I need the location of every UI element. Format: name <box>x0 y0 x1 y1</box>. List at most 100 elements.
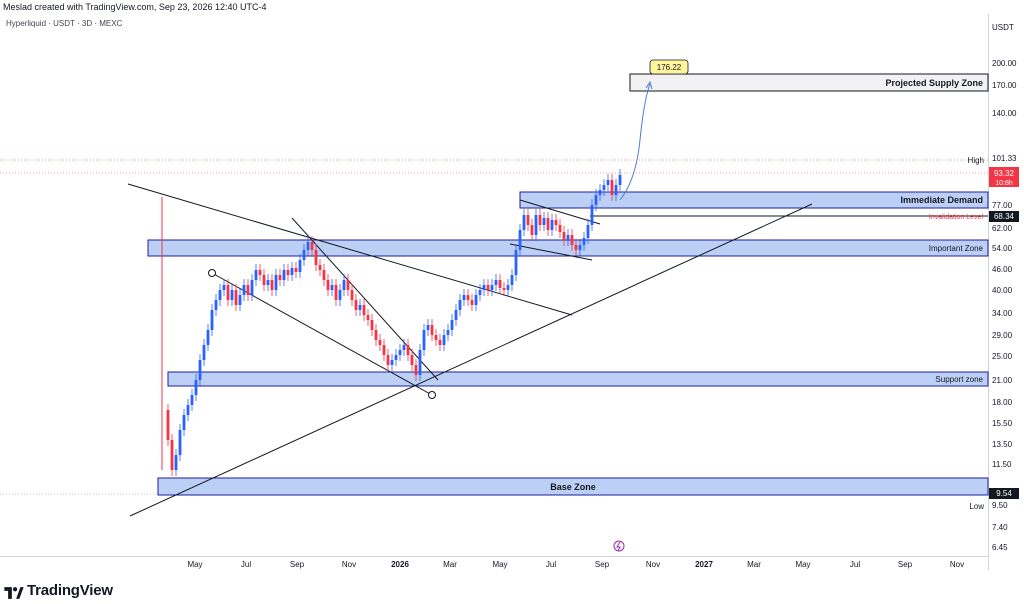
time-tick-label: Jul <box>241 560 251 569</box>
candle-body <box>190 395 194 405</box>
symbol-info[interactable]: Hyperliquid · USDT · 3D · MEXC <box>6 19 123 28</box>
price-tick-label: 15.50 <box>992 419 1013 428</box>
candle-body <box>562 232 566 240</box>
price-tick-label: 62.00 <box>992 224 1013 233</box>
time-tick-label: Sep <box>898 560 913 569</box>
major-ascending-trendline[interactable] <box>129 203 813 517</box>
candle-body <box>178 430 182 455</box>
price-tick-label: 34.00 <box>992 309 1013 318</box>
flag-upper-line[interactable] <box>519 199 601 225</box>
candle-body <box>514 250 518 275</box>
price-tick-label: 77.00 <box>992 201 1013 210</box>
time-tick-label: Jul <box>850 560 860 569</box>
invalidation-label: Invalidation Level <box>929 214 984 221</box>
candle-body <box>350 290 354 300</box>
flag-lower-line[interactable] <box>509 243 593 261</box>
price-tick-label: 11.50 <box>992 460 1012 469</box>
candle-body <box>574 245 578 250</box>
invalidation-value: 68.34 <box>994 212 1015 221</box>
candle-body <box>538 215 542 225</box>
candle-body <box>238 295 242 305</box>
candle-body <box>526 215 530 225</box>
candle-body <box>246 285 250 295</box>
candle-body <box>402 345 406 350</box>
price-chart[interactable]: 176.22 Projected Supply Zone Immediate D… <box>0 0 1024 570</box>
high-label: High <box>968 156 984 165</box>
immediate-demand-label: Immediate Demand <box>900 195 983 205</box>
candle-body <box>522 215 526 230</box>
candle-body <box>182 415 186 430</box>
candle-body <box>346 280 350 290</box>
candle-body <box>542 218 546 225</box>
candle-body <box>442 335 446 345</box>
candle-body <box>614 185 618 195</box>
candle-body <box>290 268 294 275</box>
candle-body <box>414 365 418 375</box>
low-label: Low <box>969 502 984 511</box>
candle-body <box>342 280 346 290</box>
projection-arrowhead <box>645 80 653 90</box>
candle-body <box>518 230 522 250</box>
candle-body <box>274 275 278 290</box>
time-tick-label: Nov <box>950 560 964 569</box>
candle-body <box>230 290 234 300</box>
projected-supply-zone[interactable] <box>629 73 989 92</box>
base-zone[interactable] <box>157 477 989 496</box>
candle-body <box>318 265 322 270</box>
candle-body <box>510 275 514 285</box>
candle-body <box>554 220 558 225</box>
candle-body <box>462 295 466 300</box>
candle-body <box>558 225 562 232</box>
candle-body <box>202 345 206 360</box>
candle-body <box>278 275 282 280</box>
time-axis[interactable] <box>0 556 988 571</box>
candle-body <box>250 280 254 295</box>
candlestick-series[interactable] <box>166 169 622 476</box>
candle-body <box>326 280 330 290</box>
candle-body <box>302 250 306 260</box>
events-icon[interactable] <box>613 540 625 552</box>
footer-brand[interactable]: TradingView <box>27 582 113 599</box>
price-tick-label: 54.00 <box>992 244 1013 253</box>
low-badge[interactable] <box>989 488 1019 499</box>
price-tick-label: 21.00 <box>992 376 1013 385</box>
candle-body <box>198 360 202 380</box>
wedge-anchor-start[interactable] <box>208 269 216 277</box>
candle-body <box>358 305 362 310</box>
candle-body <box>266 280 270 285</box>
candle-body <box>450 320 454 330</box>
time-tick-label: Jul <box>546 560 556 569</box>
price-axis[interactable] <box>988 14 1024 570</box>
axis-unit: USDT <box>992 23 1014 32</box>
candle-body <box>578 245 582 250</box>
candle-body <box>418 350 422 375</box>
tradingview-logo-icon[interactable] <box>4 585 24 600</box>
candle-body <box>226 285 230 300</box>
candle-body <box>338 290 342 300</box>
invalidation-badge[interactable] <box>989 211 1019 222</box>
candle-body <box>486 285 490 290</box>
candle-body <box>586 225 590 238</box>
base-zone-label: Base Zone <box>550 482 596 492</box>
price-tick-label: 101.33 <box>992 154 1017 163</box>
price-tick-label: 29.00 <box>992 331 1013 340</box>
candle-body <box>506 285 510 290</box>
candle-body <box>546 218 550 230</box>
candle-body <box>582 238 586 245</box>
wedge-anchor-end[interactable] <box>428 391 436 399</box>
projection-path[interactable] <box>619 83 651 201</box>
support-zone-label: Support zone <box>935 375 983 384</box>
target-badge[interactable] <box>649 59 689 75</box>
candle-body <box>174 455 178 470</box>
last-price-badge[interactable] <box>989 167 1019 187</box>
price-tick-label: 170.00 <box>992 81 1017 90</box>
candle-body <box>454 310 458 320</box>
candle-body <box>214 300 218 310</box>
low-value: 9.54 <box>996 489 1012 498</box>
candle-body <box>458 300 462 310</box>
support-zone[interactable] <box>167 371 989 387</box>
major-descending-trendline[interactable] <box>127 183 573 316</box>
candle-body <box>494 280 498 285</box>
candle-body <box>270 280 274 290</box>
time-tick-label: May <box>187 560 202 569</box>
